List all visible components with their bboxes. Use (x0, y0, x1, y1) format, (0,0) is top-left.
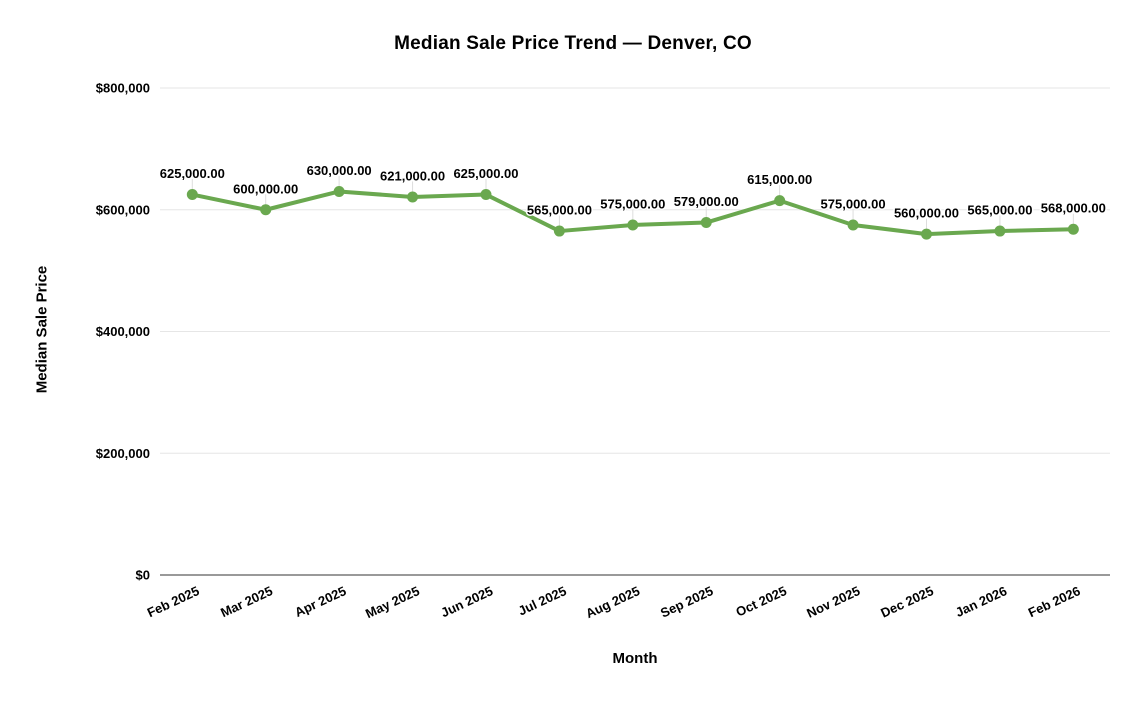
x-tick-label: Jul 2025 (516, 583, 569, 618)
data-point (847, 219, 859, 231)
data-point-label: 625,000.00 (453, 166, 518, 181)
x-tick-label: Mar 2025 (218, 583, 275, 620)
data-point (260, 204, 272, 216)
y-tick-label: $0 (136, 568, 150, 583)
x-tick-label: Apr 2025 (292, 583, 348, 620)
data-point-label: 579,000.00 (674, 194, 739, 209)
x-tick-label: Jan 2026 (953, 583, 1009, 620)
y-tick-label: $200,000 (96, 446, 150, 461)
data-point-label: 568,000.00 (1041, 201, 1106, 216)
data-point (700, 217, 712, 229)
data-point (921, 228, 932, 240)
data-point (1067, 223, 1079, 235)
data-point-label: 630,000.00 (307, 163, 372, 178)
data-point-label: 565,000.00 (527, 203, 592, 218)
data-point (774, 195, 786, 207)
y-tick-label: $600,000 (96, 202, 150, 217)
x-tick-label: Dec 2025 (878, 583, 935, 620)
x-axis-title: Month (612, 650, 658, 667)
data-point-label: 560,000.00 (894, 206, 959, 221)
y-tick-label: $400,000 (96, 324, 150, 339)
chart-title: Median Sale Price Trend — Denver, CO (394, 33, 752, 54)
data-point (186, 189, 198, 201)
data-point-label: 600,000.00 (233, 181, 298, 196)
x-tick-label: Jun 2025 (438, 583, 495, 620)
x-tick-label: Feb 2026 (1026, 583, 1083, 620)
data-point-label: 575,000.00 (821, 196, 886, 211)
data-point (333, 185, 345, 197)
data-point-label: 621,000.00 (380, 168, 445, 183)
data-point (627, 219, 639, 231)
data-point-label: 565,000.00 (967, 203, 1032, 218)
x-tick-label: Oct 2025 (733, 583, 788, 620)
data-point (553, 225, 565, 237)
data-point-label: 625,000.00 (160, 166, 225, 181)
x-tick-label: May 2025 (363, 583, 422, 621)
x-tick-label: Sep 2025 (658, 583, 715, 620)
data-point (994, 225, 1006, 237)
data-point (407, 191, 419, 203)
x-tick-label: Feb 2025 (145, 583, 202, 620)
data-point (480, 189, 492, 201)
data-point-label: 615,000.00 (747, 172, 812, 187)
data-point-label: 575,000.00 (600, 196, 665, 211)
x-tick-label: Nov 2025 (804, 583, 862, 621)
x-tick-label: Aug 2025 (583, 583, 642, 621)
y-tick-label: $800,000 (96, 81, 150, 96)
